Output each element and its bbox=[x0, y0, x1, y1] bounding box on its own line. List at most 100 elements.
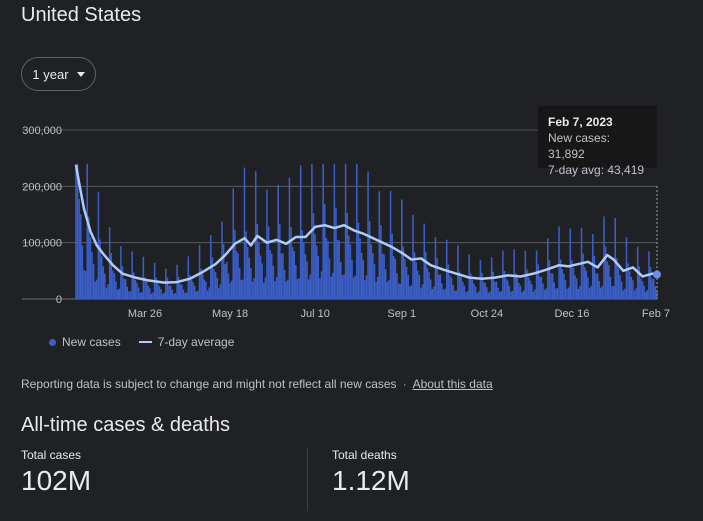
new-cases-bar bbox=[296, 279, 299, 299]
y-tick-label: 100,000 bbox=[22, 238, 62, 250]
new-cases-bar bbox=[592, 233, 594, 299]
new-cases-bar bbox=[216, 277, 218, 299]
new-cases-bar bbox=[481, 272, 483, 299]
new-cases-bar bbox=[282, 253, 284, 299]
new-cases-bar bbox=[107, 284, 109, 299]
time-range-dropdown[interactable]: 1 year bbox=[21, 57, 96, 91]
new-cases-bar bbox=[227, 273, 230, 299]
legend-avg: 7-day average bbox=[157, 335, 235, 349]
new-cases-bar bbox=[253, 278, 255, 299]
new-cases-bar bbox=[542, 283, 544, 299]
new-cases-bar bbox=[595, 273, 597, 299]
new-cases-bar bbox=[222, 244, 225, 299]
new-cases-bar bbox=[262, 282, 265, 299]
new-cases-bar bbox=[197, 290, 199, 299]
y-tick-label: 200,000 bbox=[22, 181, 62, 193]
new-cases-bar bbox=[118, 288, 121, 299]
new-cases-bar bbox=[157, 283, 159, 299]
new-cases-bar bbox=[234, 229, 236, 299]
new-cases-bar bbox=[264, 277, 267, 299]
new-cases-bar bbox=[208, 287, 210, 299]
new-cases-bar bbox=[376, 276, 379, 299]
new-cases-bar bbox=[287, 279, 289, 299]
new-cases-bar bbox=[437, 274, 440, 299]
new-cases-bar bbox=[218, 287, 220, 299]
total-cases-value: 102M bbox=[21, 465, 92, 496]
new-cases-bar bbox=[169, 285, 172, 299]
new-cases-bar bbox=[173, 293, 175, 299]
new-cases-bar bbox=[230, 280, 233, 299]
new-cases-bar bbox=[492, 271, 495, 299]
new-cases-bar bbox=[482, 281, 485, 299]
new-cases-bar bbox=[94, 281, 96, 299]
x-tick-label: Mar 26 bbox=[128, 308, 162, 320]
new-cases-bar bbox=[299, 165, 302, 299]
new-cases-bar bbox=[256, 223, 259, 299]
new-cases-bar bbox=[351, 259, 353, 299]
new-cases-bar bbox=[495, 281, 498, 299]
new-cases-bar bbox=[470, 273, 472, 299]
new-cases-bar bbox=[384, 269, 387, 299]
new-cases-bar bbox=[455, 290, 458, 299]
new-cases-bar bbox=[211, 257, 214, 299]
new-cases-bar bbox=[471, 279, 474, 299]
y-axis-labels: 0 100,000 200,000 300,000 bbox=[22, 125, 62, 306]
tooltip-new-cases: New cases: 31,892 bbox=[548, 131, 611, 161]
new-cases-bar bbox=[336, 240, 339, 299]
new-cases-bar bbox=[439, 274, 442, 299]
new-cases-bar bbox=[579, 285, 581, 299]
new-cases-bar bbox=[328, 258, 331, 299]
new-cases-bar bbox=[453, 290, 456, 299]
new-cases-bar bbox=[333, 163, 336, 299]
new-cases-bar bbox=[497, 287, 499, 299]
new-cases-bar bbox=[635, 288, 637, 299]
x-axis-labels: Mar 26 May 18 Jul 10 Sep 1 Oct 24 Dec 16 Feb 7 bbox=[128, 308, 670, 320]
new-cases-bar bbox=[612, 286, 615, 299]
new-cases-bar bbox=[246, 246, 249, 299]
new-cases-bar bbox=[92, 263, 95, 299]
y-tick-label: 0 bbox=[56, 294, 62, 306]
new-cases-bar bbox=[644, 291, 647, 299]
new-cases-bar bbox=[259, 255, 262, 299]
new-cases-bar bbox=[283, 269, 286, 299]
chart-legend: New cases 7-day average bbox=[49, 335, 234, 349]
new-cases-bars bbox=[75, 163, 658, 299]
new-cases-bar bbox=[503, 271, 506, 299]
new-cases-bar bbox=[243, 167, 246, 299]
new-cases-bar bbox=[370, 244, 373, 299]
new-cases-bar bbox=[441, 283, 443, 299]
new-cases-bar bbox=[338, 240, 340, 299]
new-cases-bar bbox=[179, 284, 182, 299]
new-cases-bar bbox=[474, 286, 477, 299]
new-cases-bar bbox=[392, 256, 395, 299]
new-cases-bar bbox=[604, 246, 607, 299]
new-cases-bar bbox=[609, 276, 612, 299]
new-cases-bar bbox=[449, 275, 451, 299]
new-cases-bar bbox=[555, 288, 557, 299]
new-cases-bar bbox=[331, 272, 334, 299]
new-cases-bar bbox=[181, 284, 183, 299]
new-cases-bar bbox=[335, 207, 337, 299]
new-cases-bar bbox=[115, 281, 117, 299]
new-cases-bar bbox=[97, 191, 100, 299]
new-cases-bar bbox=[193, 286, 196, 299]
new-cases-bar bbox=[527, 277, 530, 299]
new-cases-bar bbox=[436, 258, 438, 299]
new-cases-bar bbox=[426, 267, 429, 299]
note-separator: · bbox=[402, 377, 407, 391]
new-cases-bar bbox=[293, 251, 295, 299]
x-tick-label: Oct 24 bbox=[471, 308, 503, 320]
about-data-link[interactable]: About this data bbox=[412, 377, 493, 391]
new-cases-bar bbox=[413, 252, 416, 299]
new-cases-bar bbox=[314, 234, 316, 299]
new-cases-bar bbox=[412, 214, 414, 299]
new-cases-bar bbox=[447, 264, 450, 299]
new-cases-bar bbox=[237, 253, 239, 299]
new-cases-bar bbox=[551, 273, 554, 299]
cases-chart[interactable]: 0 100,000 200,000 300,000 Mar 26 May 18 Jul 1… bbox=[0, 100, 703, 330]
new-cases-bar bbox=[254, 171, 257, 299]
new-cases-bar bbox=[128, 291, 130, 299]
new-cases-bar bbox=[489, 291, 491, 299]
new-cases-bar bbox=[643, 285, 645, 299]
new-cases-bar bbox=[415, 262, 417, 299]
